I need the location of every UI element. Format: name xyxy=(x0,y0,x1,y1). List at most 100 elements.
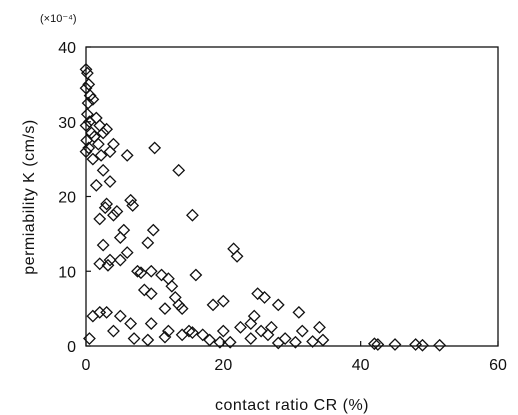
data-point xyxy=(213,335,227,349)
y-multiplier-label: (×10⁻⁴) xyxy=(40,13,77,25)
data-point xyxy=(165,279,179,293)
y-tick-label: 30 xyxy=(58,115,76,132)
data-point xyxy=(292,305,306,319)
data-point xyxy=(103,145,117,159)
data-point xyxy=(172,163,186,177)
y-tick-label: 40 xyxy=(58,40,76,57)
data-point xyxy=(80,66,94,80)
data-point xyxy=(79,119,93,132)
data-point xyxy=(113,231,127,245)
data-point xyxy=(223,335,237,349)
data-point xyxy=(98,201,112,215)
data-point xyxy=(216,294,230,308)
data-point xyxy=(186,208,199,222)
data-point xyxy=(158,302,172,316)
data-point xyxy=(141,333,155,347)
x-axis-label: contact ratio CR (%) xyxy=(215,397,369,414)
data-point xyxy=(86,309,100,323)
data-point xyxy=(388,338,402,351)
data-point xyxy=(306,335,320,348)
data-point xyxy=(196,328,210,342)
y-tick-label: 0 xyxy=(67,339,76,356)
data-point xyxy=(86,152,100,166)
data-point xyxy=(216,324,230,338)
data-point xyxy=(371,338,385,351)
data-point xyxy=(127,332,141,345)
data-point xyxy=(148,141,162,155)
data-point xyxy=(101,258,115,272)
data-point xyxy=(120,246,134,259)
data-point xyxy=(313,320,326,334)
data-point xyxy=(134,266,148,280)
data-point xyxy=(271,336,285,350)
data-point xyxy=(175,302,189,316)
y-axis-ticks: 0 10 20 30 40 xyxy=(58,40,91,356)
plot-frame xyxy=(85,46,499,347)
data-point xyxy=(79,63,93,76)
x-tick-label: 60 xyxy=(489,357,507,374)
data-point xyxy=(100,305,114,319)
data-point xyxy=(146,223,160,237)
data-point xyxy=(144,264,158,278)
x-tick-label: 20 xyxy=(214,357,232,374)
data-point xyxy=(83,332,96,345)
data-point xyxy=(82,77,96,91)
y-tick-label: 20 xyxy=(58,190,76,207)
data-point xyxy=(155,268,168,282)
data-point xyxy=(247,309,261,323)
data-point xyxy=(289,335,302,349)
data-point xyxy=(206,298,220,312)
data-point xyxy=(91,137,105,151)
data-point xyxy=(278,332,292,345)
data-point xyxy=(80,107,94,121)
data-point xyxy=(110,205,124,218)
data-point xyxy=(103,253,117,267)
data-point xyxy=(137,283,151,297)
data-point xyxy=(107,324,120,338)
data-point xyxy=(251,287,265,301)
data-point xyxy=(244,317,258,330)
data-point xyxy=(203,333,217,347)
data-point xyxy=(117,223,131,237)
data-point xyxy=(96,238,110,252)
data-point xyxy=(126,199,140,212)
data-point xyxy=(416,338,429,352)
data-point xyxy=(86,92,100,106)
data-point xyxy=(131,264,144,278)
data-point xyxy=(367,337,381,351)
data-point xyxy=(94,148,108,162)
data-point xyxy=(254,324,268,338)
data-point xyxy=(93,212,107,226)
data-point xyxy=(96,163,110,177)
data-point xyxy=(158,330,172,344)
data-points xyxy=(79,63,447,352)
y-tick-label: 10 xyxy=(58,264,76,281)
data-point xyxy=(103,175,117,188)
data-point xyxy=(141,236,155,250)
x-tick-label: 0 xyxy=(82,357,91,374)
data-point xyxy=(85,126,98,140)
data-point xyxy=(82,141,96,155)
data-point xyxy=(113,309,127,323)
data-point xyxy=(316,333,330,347)
data-point xyxy=(189,268,203,282)
data-point xyxy=(124,317,138,330)
data-point xyxy=(244,332,258,345)
data-point xyxy=(186,326,199,339)
data-point xyxy=(107,208,120,222)
data-point xyxy=(227,242,241,256)
data-point xyxy=(100,122,114,136)
data-point xyxy=(172,298,186,312)
data-point xyxy=(295,324,309,338)
y-axis-label: permiability K (cm/s) xyxy=(21,119,38,274)
data-point xyxy=(89,178,103,192)
data-point xyxy=(93,119,107,132)
data-point xyxy=(120,148,134,162)
data-point xyxy=(83,89,97,103)
data-point xyxy=(264,320,278,334)
data-point xyxy=(234,320,247,334)
data-point xyxy=(107,137,120,151)
data-point xyxy=(230,249,244,263)
data-point xyxy=(271,298,285,312)
